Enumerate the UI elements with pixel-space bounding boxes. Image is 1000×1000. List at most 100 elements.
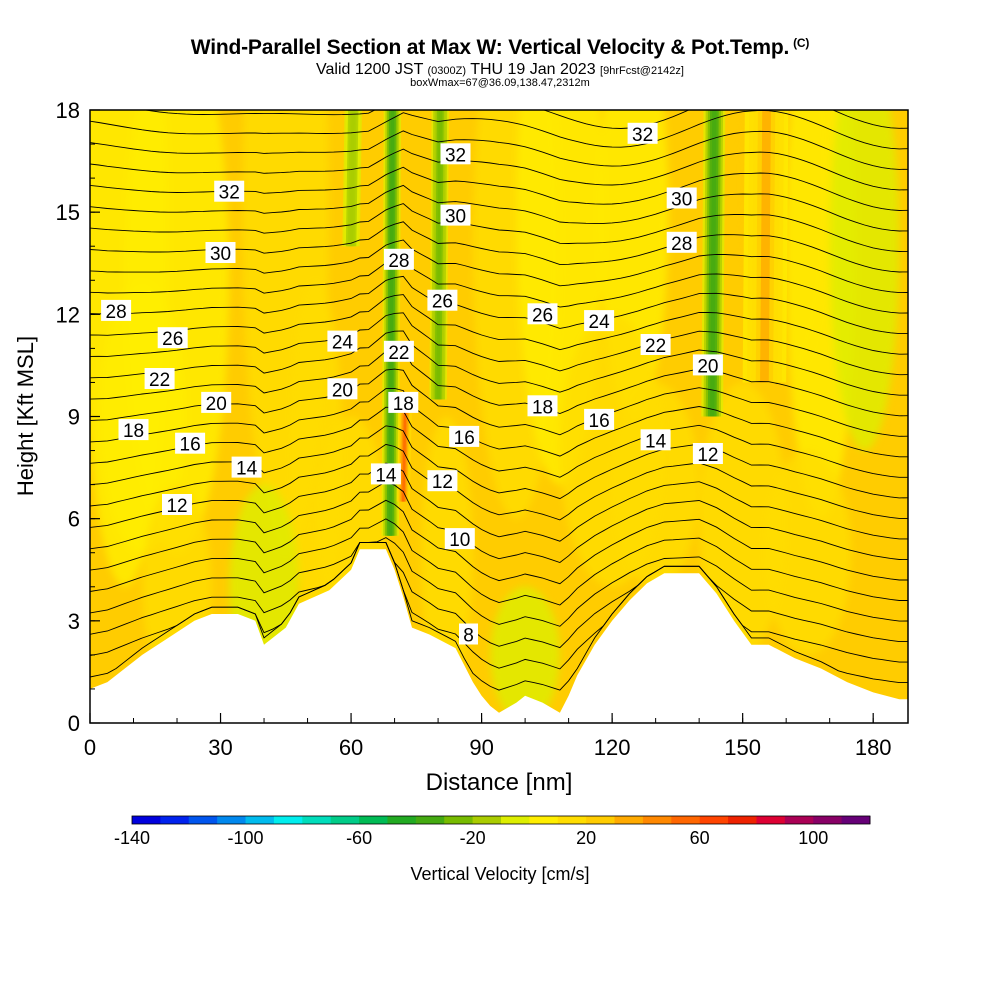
- contour-label-text: 18: [532, 397, 553, 418]
- contour-label: 24: [327, 330, 358, 354]
- velocity-band: [401, 399, 407, 502]
- colorbar-swatch: [302, 816, 332, 824]
- x-axis: 0 30 60 90 120 150 180: [84, 713, 892, 760]
- contour-label: 30: [440, 204, 471, 228]
- contour-label-text: 14: [645, 431, 667, 452]
- colorbar-tick-label: -60: [346, 828, 372, 848]
- contour-label-box: [584, 310, 615, 332]
- plot-area: [90, 110, 908, 723]
- contour-label-box: [666, 231, 697, 253]
- contour-label-text: 28: [388, 251, 409, 272]
- x-tick-label: 0: [84, 735, 96, 760]
- contour-label-box: [640, 429, 671, 451]
- x-axis-label: Distance [nm]: [426, 769, 573, 796]
- colorbar-tick-label: -20: [460, 828, 486, 848]
- theta-contour-line: [90, 130, 908, 170]
- colorbar-swatch: [529, 816, 559, 824]
- x-tick-label: 150: [724, 735, 761, 760]
- velocity-patch: [829, 110, 900, 451]
- contour-label-box: [101, 299, 132, 321]
- contour-label: 20: [692, 354, 723, 377]
- contour-label: 18: [118, 419, 149, 442]
- velocity-band: [710, 110, 717, 417]
- theta-contour-line: [90, 148, 908, 191]
- contour-label-text: 26: [162, 329, 183, 350]
- contour-label-box: [666, 187, 697, 209]
- colorbar-label: Vertical Velocity [cm/s]: [410, 864, 589, 884]
- contour-label-box: [201, 391, 232, 413]
- contour-label-box: [327, 330, 358, 352]
- contour-label-box: [459, 623, 478, 645]
- theta-contour-line: [90, 518, 908, 606]
- terrain: [90, 549, 908, 723]
- contour-label-text: 22: [645, 336, 666, 357]
- theta-contours: [90, 110, 908, 691]
- theta-contour-line: [90, 462, 908, 542]
- contour-label: 12: [162, 494, 192, 517]
- chart-subtitle: Valid 1200 JST (0300Z) THU 19 Jan 2023 […: [0, 61, 1000, 79]
- contour-label: 12: [427, 470, 458, 493]
- theta-contour-line: [90, 537, 908, 627]
- colorbar-swatch: [245, 816, 275, 824]
- contour-label-text: 12: [166, 496, 187, 517]
- contour-label: 26: [157, 327, 188, 350]
- contour-label-text: 30: [445, 207, 466, 228]
- contour-label: 24: [584, 310, 615, 333]
- contour-label: 22: [640, 334, 671, 357]
- contour-label-box: [444, 528, 475, 550]
- theta-contour-line: [90, 542, 908, 670]
- theta-contour-line: [90, 499, 908, 585]
- y-axis: 0 3 6 9 12 15 18: [56, 98, 100, 736]
- contour-label-box: [388, 391, 419, 413]
- contour-label-text: 18: [123, 421, 144, 442]
- contour-label-text: 16: [454, 428, 475, 449]
- velocity-field: [90, 110, 900, 723]
- contour-label-text: 32: [632, 125, 653, 146]
- theta-contour-line: [90, 294, 908, 355]
- velocity-bands: [342, 110, 789, 536]
- contour-label: 32: [214, 180, 245, 204]
- x-tick-label: 60: [339, 735, 363, 760]
- contour-label-text: 20: [332, 380, 353, 401]
- colorbar-swatch: [642, 816, 672, 824]
- contour-label-text: 26: [432, 292, 453, 313]
- contour-label-box: [214, 180, 245, 202]
- colorbar-swatch: [160, 816, 190, 824]
- colorbar-swatch: [557, 816, 587, 824]
- colorbar-tick-label: -140: [114, 828, 150, 848]
- chart-title-unit: (C): [793, 36, 810, 50]
- contour-label: 26: [427, 289, 458, 313]
- contour-label: 14: [640, 429, 671, 452]
- contour-label: 26: [527, 303, 558, 326]
- contour-label-box: [383, 248, 414, 270]
- contour-labels: 32 32 32 30 30 30 28 28 28 26 26 26 24 24 22 22 22 20 20 20…: [101, 122, 723, 647]
- theta-contour-line: [90, 349, 908, 417]
- y-tick-label: 15: [56, 200, 80, 225]
- contour-label-box: [118, 419, 149, 441]
- colorbar-swatch: [501, 816, 530, 824]
- theta-contour-line: [90, 239, 908, 294]
- colorbar-swatch: [614, 816, 644, 824]
- contour-label-box: [692, 354, 723, 376]
- valid-utc: (0300Z): [427, 65, 467, 77]
- y-axis-label: Height [Kft MSL]: [13, 336, 38, 496]
- contour-label: 16: [584, 408, 615, 432]
- contour-label-box: [144, 368, 175, 389]
- contour-label-box: [527, 303, 558, 325]
- contour-label-text: 14: [236, 459, 258, 480]
- contour-label-box: [370, 463, 401, 485]
- contour-label-text: 20: [206, 394, 227, 415]
- contour-label-text: 20: [697, 356, 718, 377]
- velocity-band: [349, 110, 355, 247]
- contour-label-box: [175, 432, 206, 454]
- contour-label: 16: [175, 432, 206, 456]
- contour-label-box: [205, 242, 236, 263]
- contour-label-text: 26: [532, 305, 553, 326]
- colorbar-swatch: [444, 816, 474, 824]
- forecast-info: [9hrFcst@2142z]: [600, 65, 684, 77]
- colorbar-swatch: [671, 816, 701, 824]
- contour-label: 20: [201, 391, 232, 415]
- colorbar-swatch: [728, 816, 757, 824]
- velocity-band: [388, 110, 395, 536]
- colorbar-swatch: [273, 816, 303, 824]
